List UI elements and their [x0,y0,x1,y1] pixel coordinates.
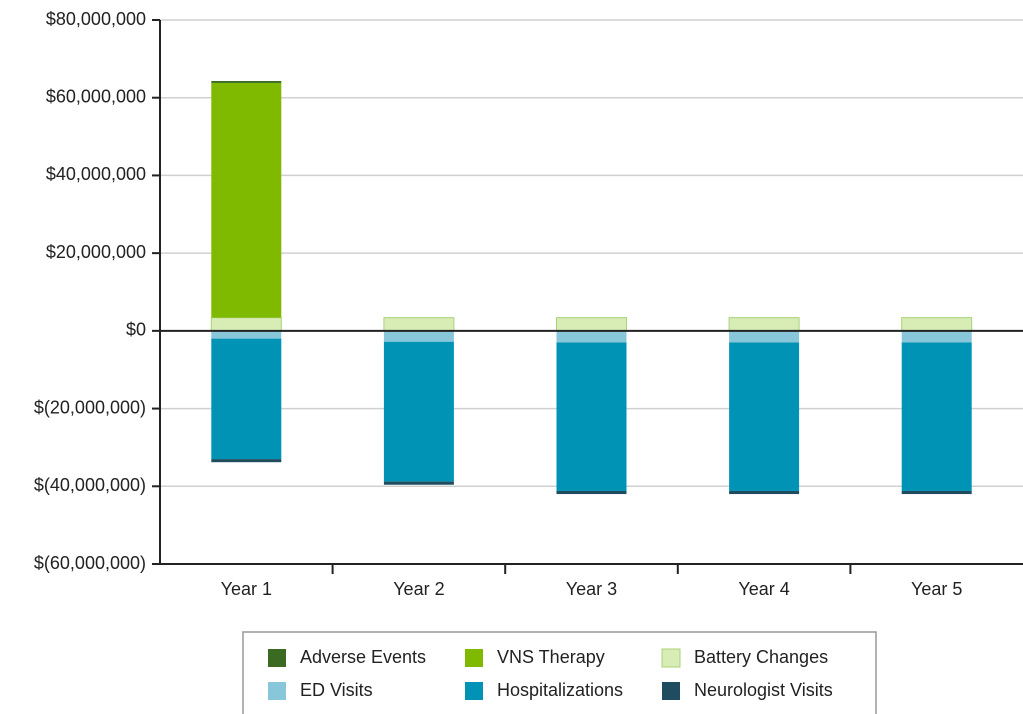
x-tick-label: Year 1 [221,579,272,599]
x-tick-label: Year 3 [566,579,617,599]
y-tick-label: $(40,000,000) [34,475,146,495]
bar-segment [556,317,627,332]
bar-segment [211,330,282,339]
legend-swatch [268,682,286,700]
bar-segment [211,82,282,318]
bar-segment [728,317,800,332]
legend-label: Hospitalizations [497,680,623,700]
bar-segment [901,330,972,343]
bar-segment [211,81,282,83]
y-tick-label: $0 [126,320,146,340]
bar-segment [211,459,282,463]
legend-label: Neurologist Visits [694,680,833,700]
legend-swatch [268,649,286,667]
legend-box [242,631,877,714]
bar-segment [901,490,972,495]
bar-segment [383,330,454,342]
legend-swatch [661,648,681,668]
legend-swatch [465,682,483,700]
bar-segment [383,317,455,332]
y-tick-label: $(20,000,000) [34,397,146,417]
legend-label: Adverse Events [300,647,426,667]
x-tick-label: Year 2 [393,579,444,599]
y-tick-label: $60,000,000 [46,86,146,106]
bar-segment [556,342,627,491]
y-tick-label: $40,000,000 [46,164,146,184]
legend-label: VNS Therapy [497,647,605,667]
x-tick-label: Year 4 [738,579,789,599]
bar-segment [729,342,800,491]
legend-label: ED Visits [300,680,373,700]
y-tick-label: $(60,000,000) [34,553,146,573]
bar-segment [383,341,454,482]
bar-segment [383,481,454,485]
bar-segment [210,317,282,332]
y-tick-label: $80,000,000 [46,9,146,29]
bar-segment [729,330,800,343]
bar-segment [729,490,800,495]
legend-swatch [662,682,680,700]
bar-segment [211,338,282,460]
legend-label: Battery Changes [694,647,828,667]
bar-segment [901,317,973,332]
bar-segment [556,330,627,343]
x-tick-label: Year 5 [911,579,962,599]
legend-swatch [465,649,483,667]
bar-segment [901,342,972,491]
bar-segment [556,490,627,495]
y-tick-label: $20,000,000 [46,242,146,262]
